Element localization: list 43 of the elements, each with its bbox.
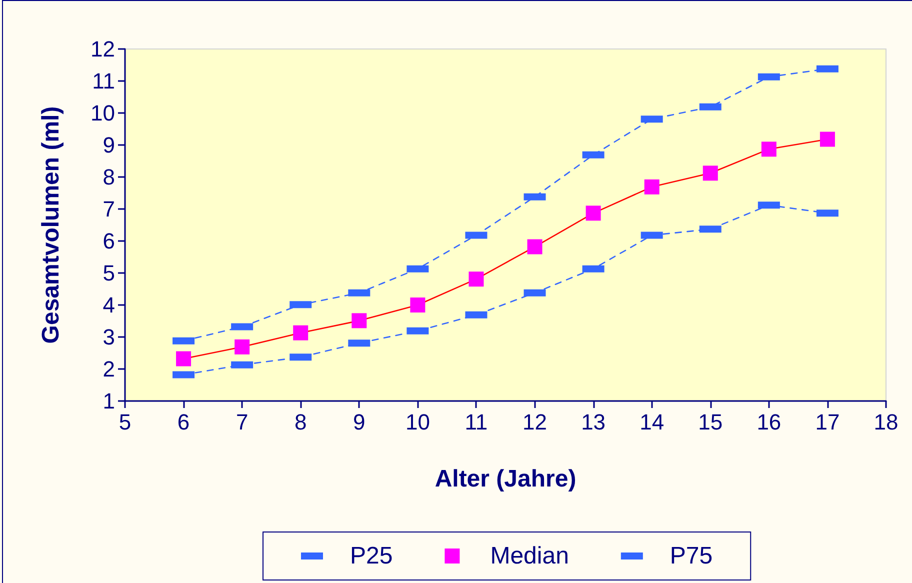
x-tick-label: 11 [464, 410, 488, 434]
point [468, 272, 484, 287]
legend-label: P75 [670, 542, 713, 570]
x-tick-label: 15 [698, 410, 723, 434]
x-tick-label: 14 [640, 410, 664, 434]
y-tick-label: 1 [102, 388, 115, 414]
point [176, 351, 192, 366]
x-tick-label: 10 [405, 410, 430, 434]
y-tick-label: 6 [102, 228, 115, 254]
point [586, 206, 601, 221]
point [527, 239, 542, 254]
y-tick-label: 12 [90, 36, 115, 62]
y-tick-label: 9 [102, 132, 115, 158]
legend-label: Median [490, 542, 569, 570]
point [352, 313, 367, 328]
y-tick-label: 10 [90, 100, 115, 126]
point [702, 166, 718, 181]
y-axis-title: Gesamtvolumen (ml) [38, 106, 64, 344]
point [644, 179, 660, 194]
x-tick-label: 16 [756, 410, 782, 434]
x-tick-label: 12 [522, 410, 548, 434]
x-axis-title: Alter (Jahre) [434, 466, 576, 492]
x-tick-label: 7 [236, 410, 248, 434]
point [410, 298, 426, 312]
point [234, 339, 250, 354]
y-tick-label: 8 [102, 164, 115, 190]
y-tick-label: 4 [102, 292, 115, 318]
x-tick-label: 18 [874, 410, 898, 434]
x-tick-label: 13 [581, 410, 606, 434]
y-tick-label: 5 [102, 260, 115, 286]
x-tick-label: 6 [177, 410, 190, 434]
y-tick-label: 2 [102, 356, 115, 382]
x-tick-label: 8 [294, 410, 307, 434]
x-tick-label: 5 [118, 410, 132, 434]
y-tick-label: 11 [92, 68, 115, 94]
point [761, 142, 776, 157]
legend-label: P25 [350, 542, 393, 570]
point [820, 132, 835, 147]
y-tick-label: 7 [102, 196, 115, 222]
x-tick-label: 9 [353, 410, 366, 434]
point [293, 325, 308, 340]
x-tick-label: 17 [815, 410, 840, 434]
y-tick-label: 3 [102, 324, 115, 350]
